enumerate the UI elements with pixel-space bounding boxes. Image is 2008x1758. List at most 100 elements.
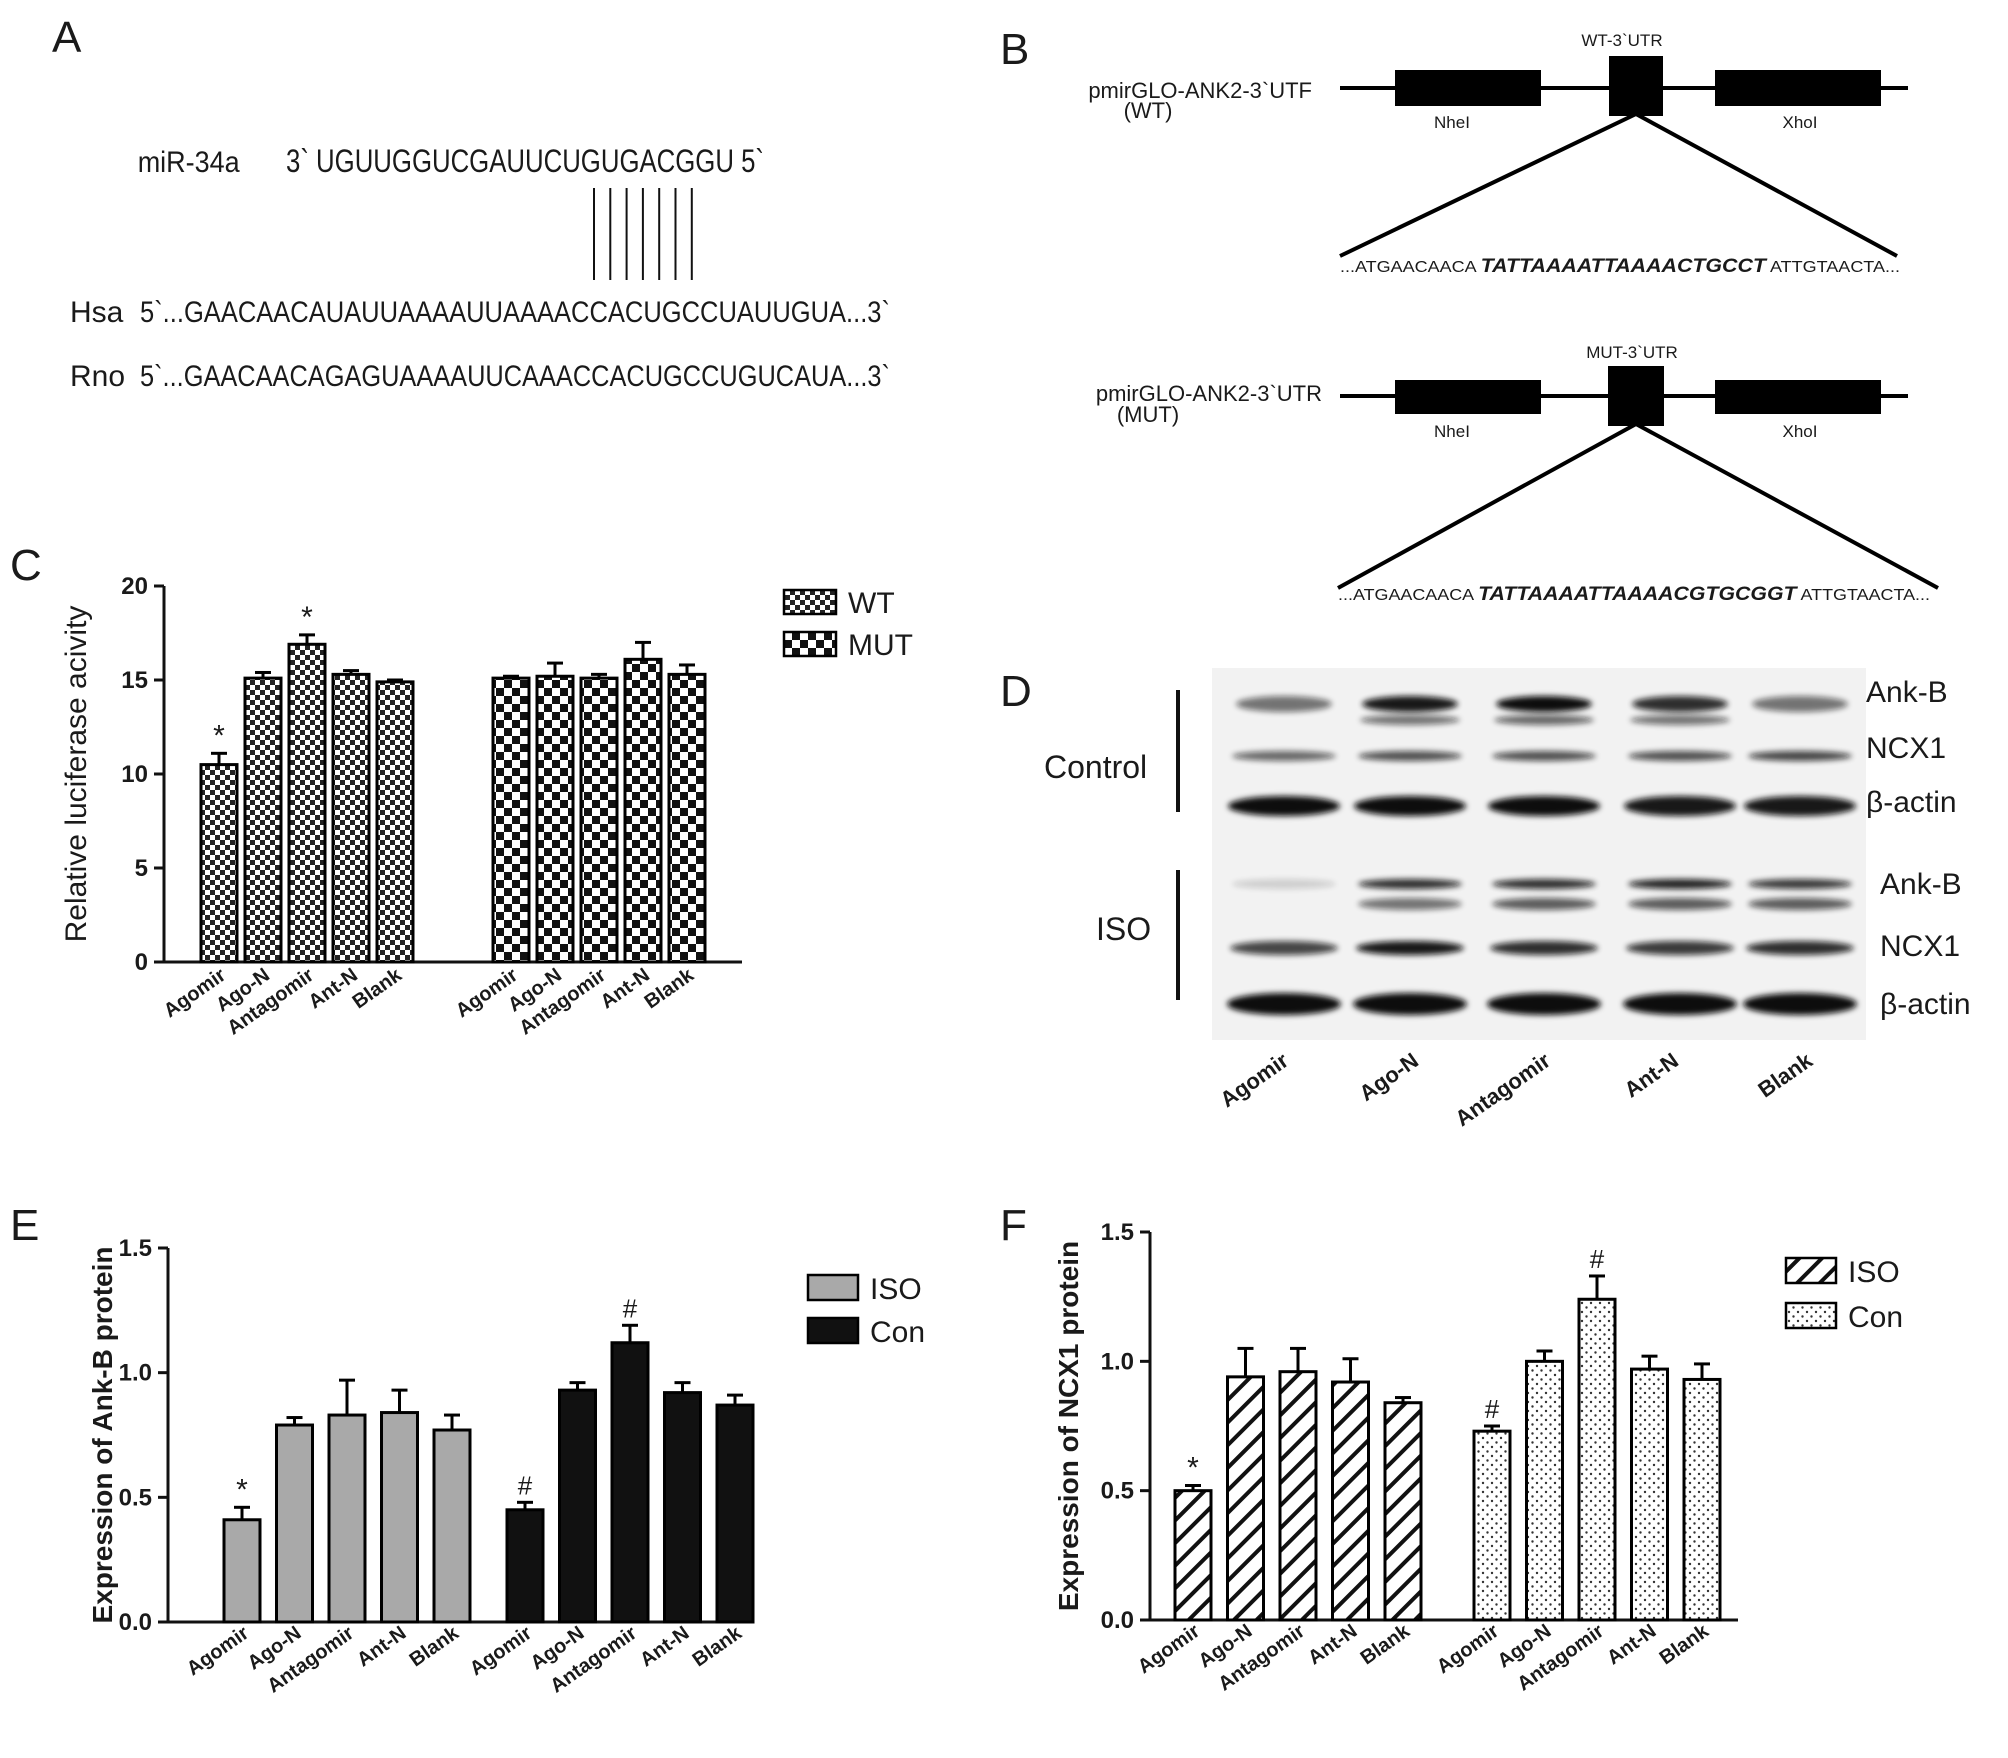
significance-mark: * bbox=[213, 719, 225, 752]
blot-band bbox=[1628, 898, 1732, 910]
bar bbox=[375, 680, 415, 964]
blot-band bbox=[1632, 696, 1728, 712]
hsa-label: Hsa bbox=[70, 296, 124, 329]
category-label: Agomir bbox=[183, 1622, 253, 1680]
bar bbox=[432, 1428, 472, 1624]
construct-wt: pmirGLO-ANK2-3`UTF (WT) WT-3`UTR NheI Xh… bbox=[1088, 31, 1908, 277]
bar bbox=[199, 763, 239, 964]
wt-seq-suffix: ATTGTAACTA... bbox=[1766, 259, 1900, 276]
bar bbox=[222, 1518, 262, 1624]
lane-label-blank: Blank bbox=[1753, 1047, 1817, 1102]
panel-label-a: A bbox=[52, 13, 82, 62]
mut-variant-label: (MUT) bbox=[1117, 402, 1179, 427]
legend-label: WT bbox=[848, 587, 895, 620]
y-tick-label: 0.0 bbox=[1101, 1607, 1134, 1634]
blot-band bbox=[1492, 751, 1596, 761]
wt-zoom-line-left bbox=[1339, 112, 1637, 258]
legend-label: ISO bbox=[870, 1273, 922, 1306]
mut-nhei-box bbox=[1395, 380, 1541, 414]
legend-label: MUT bbox=[848, 629, 913, 662]
blot-band bbox=[1746, 941, 1854, 955]
legend-swatch bbox=[1784, 1301, 1838, 1330]
blot-band bbox=[1628, 879, 1732, 889]
mut-xhoi-box bbox=[1715, 380, 1881, 414]
blot-band bbox=[1232, 751, 1336, 761]
legend-swatch bbox=[806, 1316, 860, 1345]
bar bbox=[558, 1388, 597, 1624]
lane-label-agomir: Agomir bbox=[1215, 1047, 1293, 1112]
category-label: Agomir bbox=[1433, 1620, 1503, 1678]
band-label-actin-iso: β-actin bbox=[1880, 988, 1971, 1021]
rno-label: Rno bbox=[70, 360, 125, 393]
legend-swatch bbox=[782, 630, 838, 658]
wt-xhoi-label: XhoI bbox=[1783, 113, 1818, 132]
legend-label: Con bbox=[870, 1316, 925, 1349]
blot-band bbox=[1232, 879, 1336, 889]
blot-band bbox=[1748, 898, 1852, 910]
wt-sequence: ...ATGAACAACA TATTAAAATTAAAACTGCCT ATTGT… bbox=[1340, 256, 1900, 277]
y-tick-label: 15 bbox=[121, 667, 148, 694]
mut-utr-box bbox=[1608, 366, 1664, 426]
wt-zoom-line-right bbox=[1635, 112, 1898, 258]
bar bbox=[1226, 1375, 1265, 1622]
wt-construct-label: pmirGLO-ANK2-3`UTF bbox=[1088, 78, 1312, 103]
bar bbox=[1173, 1489, 1213, 1622]
legend-swatch bbox=[806, 1273, 860, 1302]
y-axis-label: Relative luciferase acivity bbox=[60, 606, 93, 943]
significance-mark: * bbox=[236, 1473, 248, 1506]
legend-label: Con bbox=[1848, 1301, 1903, 1334]
mut-sequence: ...ATGAACAACA TATTAAAATTAAAACGTGCGGT ATT… bbox=[1338, 584, 1930, 605]
blot-band bbox=[1748, 751, 1852, 761]
mir-label: miR-34a bbox=[138, 146, 240, 180]
bar bbox=[1472, 1429, 1512, 1622]
blot-band bbox=[1228, 796, 1340, 816]
blot-band bbox=[1358, 898, 1462, 910]
bar bbox=[243, 676, 283, 964]
category-label: Ant-N bbox=[636, 1622, 693, 1671]
category-label: Blank bbox=[689, 1622, 747, 1672]
blot-band bbox=[1354, 796, 1466, 816]
bar bbox=[287, 642, 327, 964]
y-axis-label: Expression of Ank-B protein bbox=[87, 1246, 118, 1623]
bar bbox=[1331, 1380, 1370, 1622]
category-label: Blank bbox=[641, 964, 699, 1014]
y-axis-label: Expression of NCX1 protein bbox=[1053, 1241, 1084, 1611]
category-label: Ant-N bbox=[353, 1622, 410, 1671]
bar bbox=[715, 1403, 755, 1624]
y-tick-label: 0.0 bbox=[119, 1609, 152, 1636]
y-tick-label: 0.5 bbox=[119, 1484, 152, 1511]
mut-seq-core: TATTAAAATTAAAACGTGCGGT bbox=[1478, 584, 1798, 605]
chart-f: 0.0 0.5 1.0 1.5 Expression of NCX1 protein * A… bbox=[1053, 1219, 1903, 1695]
bar bbox=[1383, 1401, 1423, 1622]
blot-band bbox=[1748, 879, 1852, 889]
band-label-ankb-control: Ank-B bbox=[1866, 676, 1948, 709]
blot-band bbox=[1623, 993, 1737, 1015]
category-label: Blank bbox=[349, 964, 407, 1014]
category-label: Agomir bbox=[1134, 1620, 1204, 1678]
y-tick-label: 1.5 bbox=[1101, 1219, 1134, 1246]
bar bbox=[505, 1508, 545, 1624]
panel-a: A miR-34a 3` UGUUGGUCGAUUCUGUGACGGU 5` H… bbox=[52, 13, 890, 393]
blot-band bbox=[1496, 696, 1592, 712]
blot-band bbox=[1626, 941, 1734, 955]
category-label: Ant-N bbox=[305, 964, 362, 1013]
panel-label-e: E bbox=[10, 1201, 39, 1250]
significance-mark: * bbox=[301, 601, 313, 634]
blot-band bbox=[1492, 898, 1596, 910]
bar bbox=[327, 1413, 367, 1624]
wt-nhei-label: NheI bbox=[1434, 113, 1470, 132]
blot-band bbox=[1356, 941, 1464, 955]
bar bbox=[331, 672, 371, 964]
blot-band bbox=[1358, 751, 1462, 761]
mut-nhei-label: NheI bbox=[1434, 422, 1470, 441]
blot-band bbox=[1236, 696, 1332, 712]
bar bbox=[491, 676, 531, 964]
y-tick-label: 1.5 bbox=[119, 1235, 152, 1262]
blot-band bbox=[1487, 993, 1601, 1015]
lane-label-ago-n: Ago-N bbox=[1354, 1048, 1422, 1106]
group-label-control: Control bbox=[1044, 749, 1147, 785]
blot-background bbox=[1212, 668, 1866, 1040]
bar bbox=[579, 676, 619, 964]
